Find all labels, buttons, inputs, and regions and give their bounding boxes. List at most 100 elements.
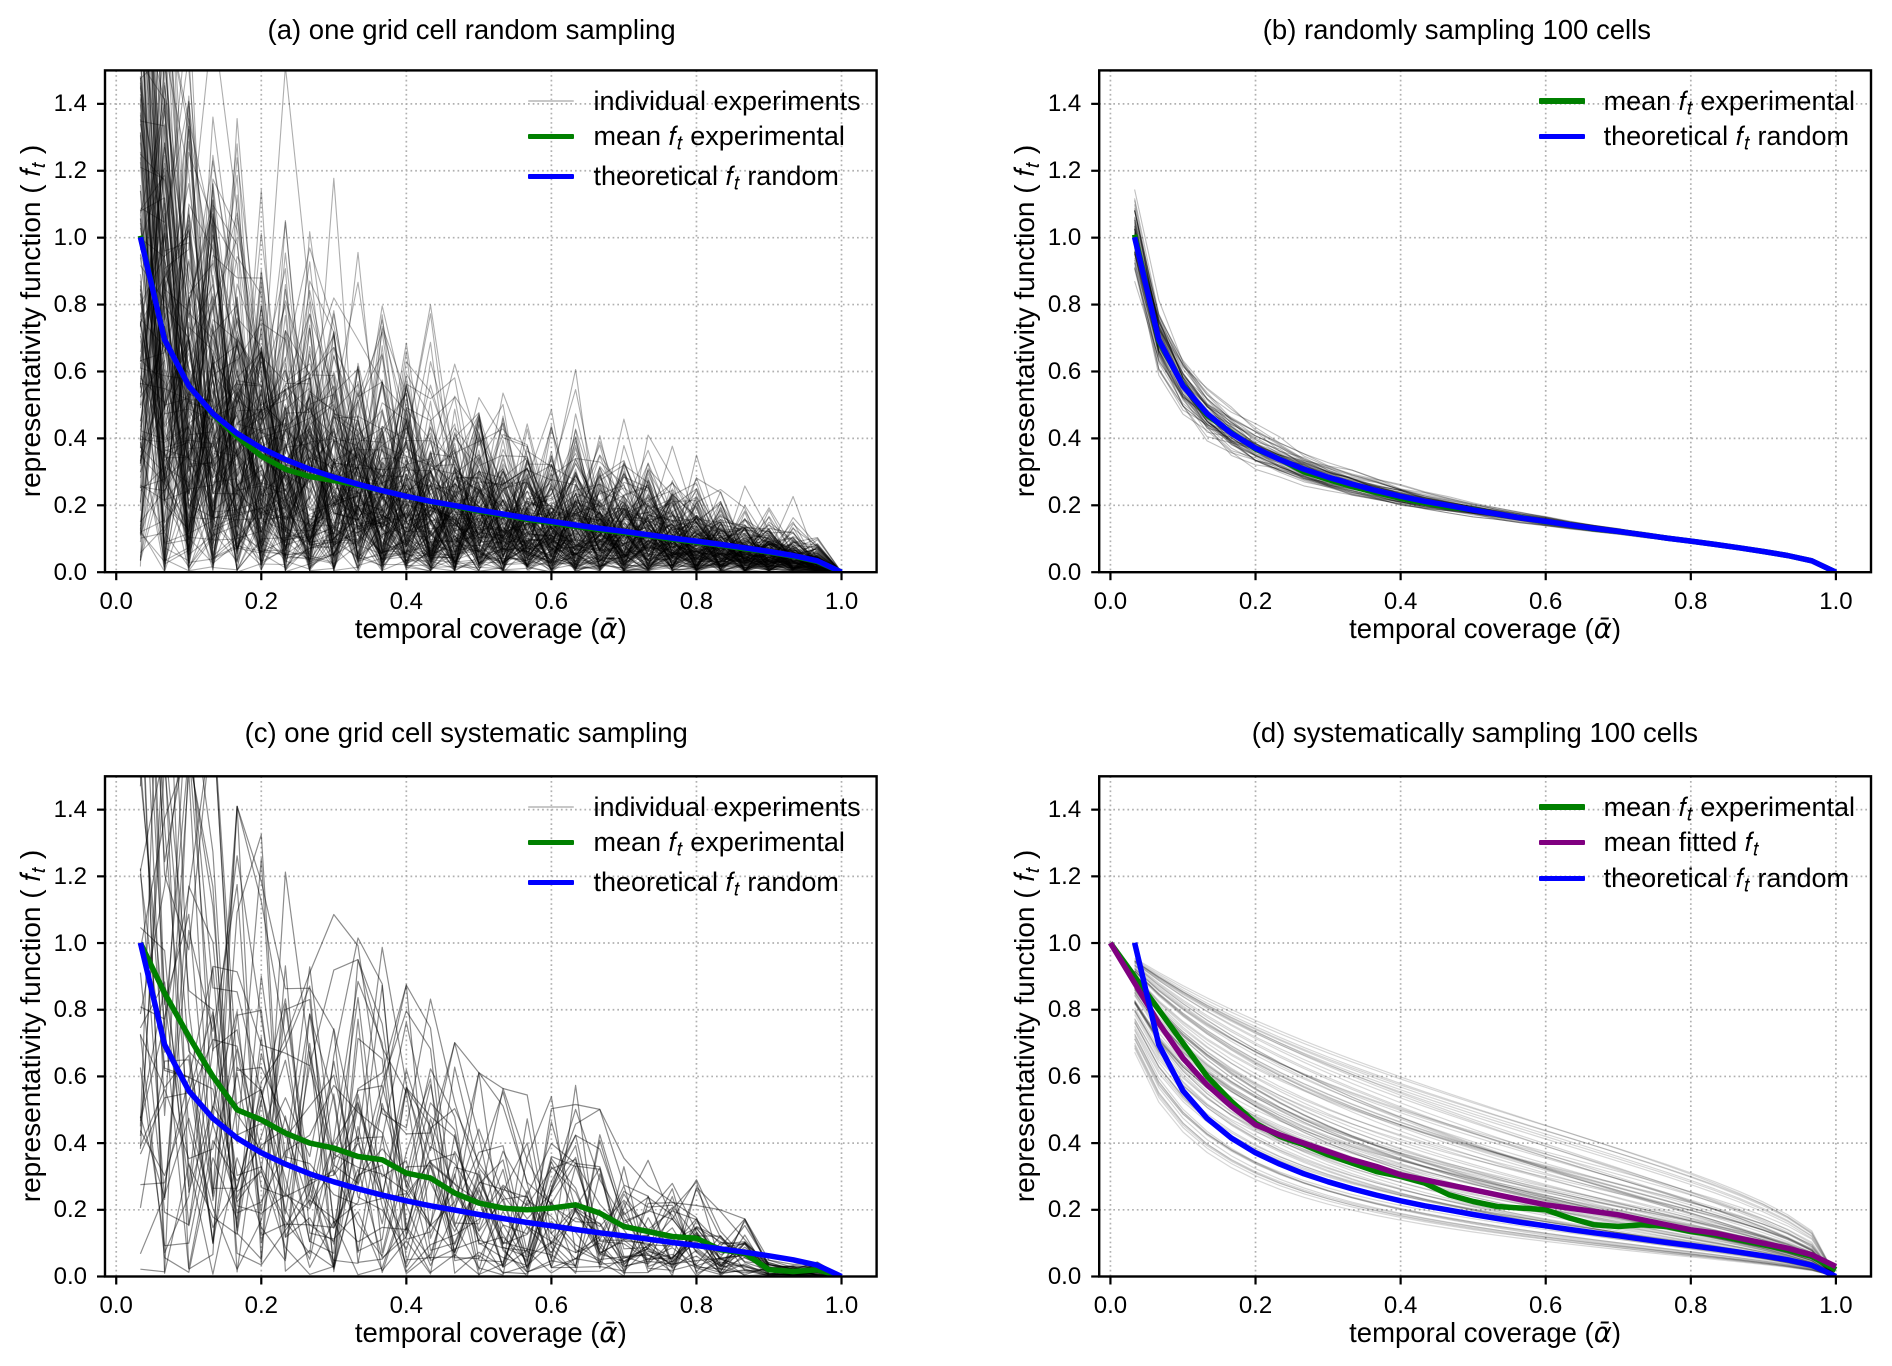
grid-lines [105,70,877,574]
experiment-line [176,70,842,573]
legend-line-swatch [528,806,575,808]
experiment-line [1134,968,1837,1277]
experiment-line [151,70,842,573]
subplot-b-xlabel: temporal coverage (ᾱ) [1349,613,1622,645]
legend-label: mean 𝑓𝑡 experimental [593,121,845,155]
y-tick-label: 1.2 [1047,157,1082,185]
experiment-line [1134,234,1837,573]
y-tick-label: 0.2 [1047,1196,1082,1224]
series-mean-line [1131,234,1838,573]
experiment-line [1134,229,1837,573]
experiment-line [139,233,842,573]
y-tick-label: 1.2 [1047,862,1082,890]
experiment-line [139,805,842,1277]
experiment-line [139,253,842,573]
experiment-line [1134,225,1837,573]
experiment-line [1134,238,1837,573]
experiment-line [139,272,842,573]
experiment-line [140,197,842,573]
x-tick-label: 0.4 [389,587,424,615]
experiment-line [1134,262,1837,573]
experiment-line [149,70,842,573]
experiment-line [139,70,842,573]
legend-label: theoretical 𝑓𝑡 random [593,161,839,195]
experiment-line [140,435,842,573]
experiment-line [1134,987,1837,1277]
subplot-a-title: (a) one grid cell random sampling [267,13,676,45]
legend-line-swatch [528,879,575,886]
experiment-line [139,151,842,573]
experiment-line [144,776,842,1277]
y-tick-label: 0.0 [1047,558,1082,586]
experiment-line [1134,979,1837,1277]
experiment-line [167,776,842,1277]
y-tick-label: 0.4 [1047,1129,1082,1157]
legend-line-swatch [1538,98,1585,104]
experiment-line [1134,988,1837,1277]
legend-label: mean 𝑓𝑡 experimental [593,827,845,861]
experiment-line [139,326,842,573]
experiment-line [139,389,842,573]
experiment-line [142,70,842,573]
experiment-line [1134,967,1837,1277]
experiment-line [139,157,842,573]
x-tick-label: 0.8 [1674,1292,1708,1319]
experiment-line [1134,980,1837,1277]
y-tick-label: 0.6 [53,357,87,385]
experiment-line [139,142,842,573]
experiment-line [139,319,842,573]
legend-entry: theoretical 𝑓𝑡 random [528,865,839,901]
experiment-line [139,306,842,573]
legend-line-swatch [528,100,575,102]
experiment-line [139,252,842,573]
y-tick-label: 1.4 [53,796,87,824]
y-tick-label: 0.6 [1047,1062,1082,1090]
experiment-line [151,70,842,573]
experiment-line [139,87,842,573]
experiment-line [140,335,842,573]
experiment-line [1134,230,1837,573]
experiment-line [141,70,842,573]
x-tick-label: 0.4 [1383,1292,1418,1319]
y-tick-label: 1.2 [53,862,87,890]
series-theoretical-line [137,942,843,1277]
experiment-line [148,70,842,573]
experiment-line [1134,228,1837,573]
subplot-c-xlabel: temporal coverage (ᾱ) [354,1317,627,1350]
x-tick-label: 1.0 [1819,1292,1853,1319]
x-tick-label: 0.0 [99,587,133,615]
experiment-line [174,70,842,573]
experiment-line [139,776,842,1277]
experiment-line [1134,1033,1837,1277]
experiment-line [1134,226,1837,573]
experiment-line [139,261,842,573]
legend-entry: mean 𝑓𝑡 experimental [528,119,845,155]
legend-entry: mean fitted 𝑓𝑡 [1538,825,1759,861]
experiment-line [139,95,842,573]
experiment-line [147,70,842,573]
experiment-line [139,70,842,573]
y-tick-label: 0.6 [53,1062,87,1090]
experiment-line [1134,968,1837,1277]
x-tick-label: 1.0 [1819,587,1853,615]
experiment-line [139,283,842,573]
subplot-c-legend: individual experiments mean 𝑓𝑡 experiment… [528,789,861,901]
legend-entry: theoretical 𝑓𝑡 random [528,159,839,195]
x-tick-label: 0.4 [389,1292,424,1319]
experiment-line [140,361,842,573]
experiment-line [1134,237,1837,573]
y-tick-label: 1.0 [53,929,87,957]
experiment-line [139,70,842,573]
experiment-line [1134,247,1837,573]
experiment-line [139,289,842,573]
experiment-line [139,214,842,573]
axes-spines [103,775,878,1278]
experiment-line [139,776,842,1277]
experiment-line [1134,216,1837,573]
experiment-line [1134,989,1837,1277]
experiment-line [139,125,842,573]
legend-line-swatch [1538,839,1585,846]
experiment-line [139,182,842,573]
y-tick-label: 1.4 [1047,796,1082,824]
x-tick-label: 0.2 [1238,1292,1273,1319]
